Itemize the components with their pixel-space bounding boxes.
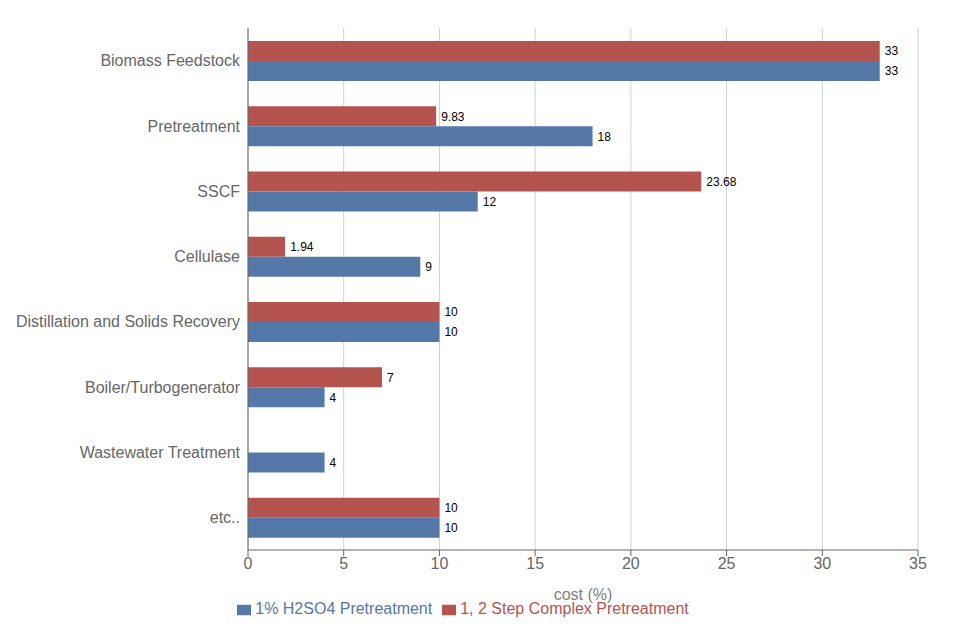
svg-text:23.68: 23.68 (706, 175, 736, 189)
svg-text:4: 4 (330, 456, 337, 470)
svg-text:SSCF: SSCF (197, 183, 240, 200)
svg-text:15: 15 (526, 555, 544, 572)
svg-text:7: 7 (387, 371, 394, 385)
svg-text:9.83: 9.83 (441, 110, 465, 124)
svg-text:Wastewater Treatment: Wastewater Treatment (80, 444, 241, 461)
svg-text:12: 12 (483, 195, 497, 209)
svg-text:30: 30 (813, 555, 831, 572)
svg-text:0: 0 (244, 555, 253, 572)
svg-text:etc..: etc.. (210, 509, 240, 526)
html-text:1, 2 Step Complex Pretreatment: 1, 2 Step Complex Pretreatment (460, 600, 689, 617)
svg-text:Distillation and Solids Recove: Distillation and Solids Recovery (16, 313, 240, 330)
svg-text:18: 18 (598, 130, 612, 144)
svg-text:cost (%): cost (%) (554, 586, 613, 603)
svg-text:10: 10 (444, 305, 458, 319)
svg-text:4: 4 (330, 391, 337, 405)
svg-text:10: 10 (444, 521, 458, 535)
svg-text:25: 25 (718, 555, 736, 572)
html-text:1% H2SO4 Pretreatment: 1% H2SO4 Pretreatment (255, 600, 433, 617)
svg-text:Cellulase: Cellulase (174, 248, 240, 265)
svg-text:10: 10 (444, 325, 458, 339)
svg-text:Biomass Feedstock: Biomass Feedstock (100, 52, 241, 69)
svg-text:33: 33 (885, 64, 899, 78)
svg-text:10: 10 (444, 501, 458, 515)
svg-text:9: 9 (425, 260, 432, 274)
svg-text:1.94: 1.94 (290, 240, 314, 254)
svg-text:35: 35 (909, 555, 927, 572)
svg-text:Boiler/Turbogenerator: Boiler/Turbogenerator (85, 379, 241, 396)
svg-text:Pretreatment: Pretreatment (148, 118, 241, 135)
svg-text:33: 33 (885, 44, 899, 58)
svg-text:20: 20 (622, 555, 640, 572)
svg-text:5: 5 (339, 555, 348, 572)
svg-text:10: 10 (431, 555, 449, 572)
